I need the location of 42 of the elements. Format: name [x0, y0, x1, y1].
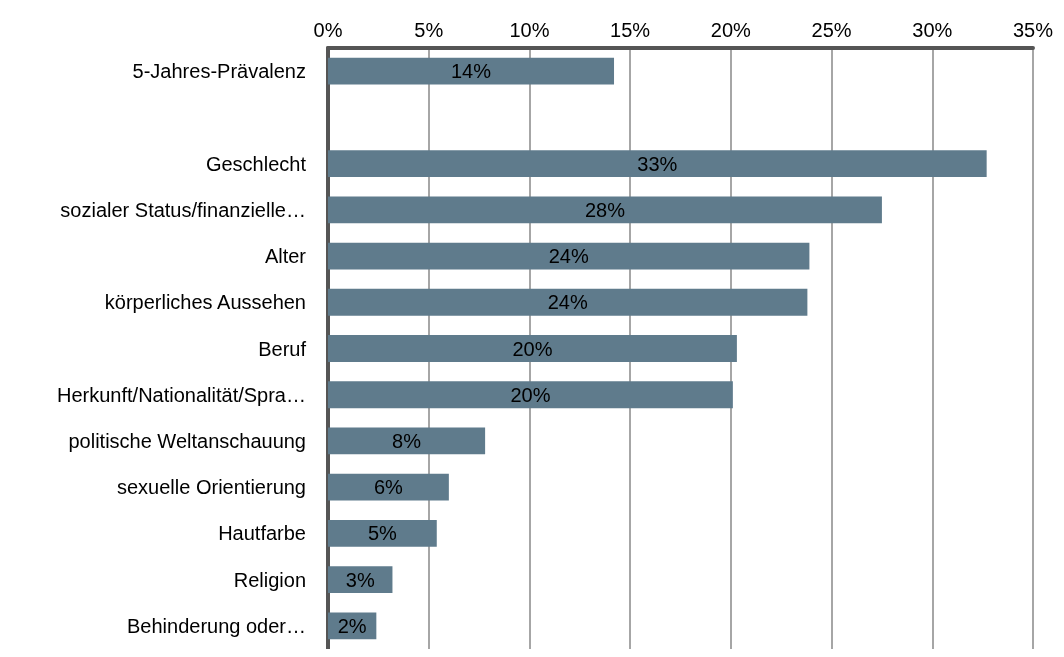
data-label: 5%	[367, 522, 398, 545]
data-label: 3%	[345, 568, 375, 591]
y-tick-label: Beruf	[258, 337, 307, 360]
bar	[328, 427, 486, 455]
bar	[328, 520, 437, 547]
y-tick-label: Behinderung oder…	[126, 614, 306, 637]
x-tick-label: 20%	[710, 19, 752, 41]
y-tick-label: körperliches Aussehen	[104, 291, 306, 314]
y-tick-label: 5-Jahres-Prävalenz	[132, 60, 306, 83]
x-tick-label: 30%	[912, 19, 953, 41]
data-label: 6%	[373, 476, 404, 499]
y-tick-label: Geschlecht	[205, 152, 307, 175]
x-tick-label: 15%	[610, 19, 651, 41]
data-label: 20%	[512, 337, 553, 360]
y-tick-label: Religion	[233, 568, 306, 591]
bar	[328, 381, 733, 409]
bar	[328, 473, 449, 501]
y-tick-label: Alter	[264, 245, 307, 268]
data-label: 14%	[451, 60, 492, 83]
bar	[328, 335, 737, 362]
y-tick-label: Hautfarbe	[218, 522, 306, 545]
x-tick-label: 0%	[313, 19, 343, 41]
bar	[328, 150, 987, 177]
data-label: 33%	[637, 152, 678, 175]
bar	[328, 242, 810, 270]
y-tick-label: sozialer Status/finanzielle…	[60, 198, 306, 221]
data-label: 24%	[547, 291, 588, 314]
data-label: 28%	[584, 198, 626, 221]
y-tick-label: sexuelle Orientierung	[117, 476, 306, 499]
x-tick-label: 10%	[509, 19, 550, 41]
x-tick-label: 25%	[811, 19, 852, 41]
y-tick-label: politische Weltanschauung	[68, 429, 306, 452]
data-label: 20%	[510, 383, 551, 406]
data-label: 8%	[392, 429, 422, 452]
y-tick-label: Herkunft/Nationalität/Spra…	[56, 383, 306, 406]
bar	[328, 196, 882, 224]
bar	[328, 57, 615, 85]
data-label: 24%	[548, 245, 589, 268]
data-label: 2%	[337, 614, 367, 637]
x-tick-label: 35%	[1012, 19, 1054, 41]
x-tick-label: 5%	[414, 19, 444, 41]
bar	[328, 288, 808, 316]
